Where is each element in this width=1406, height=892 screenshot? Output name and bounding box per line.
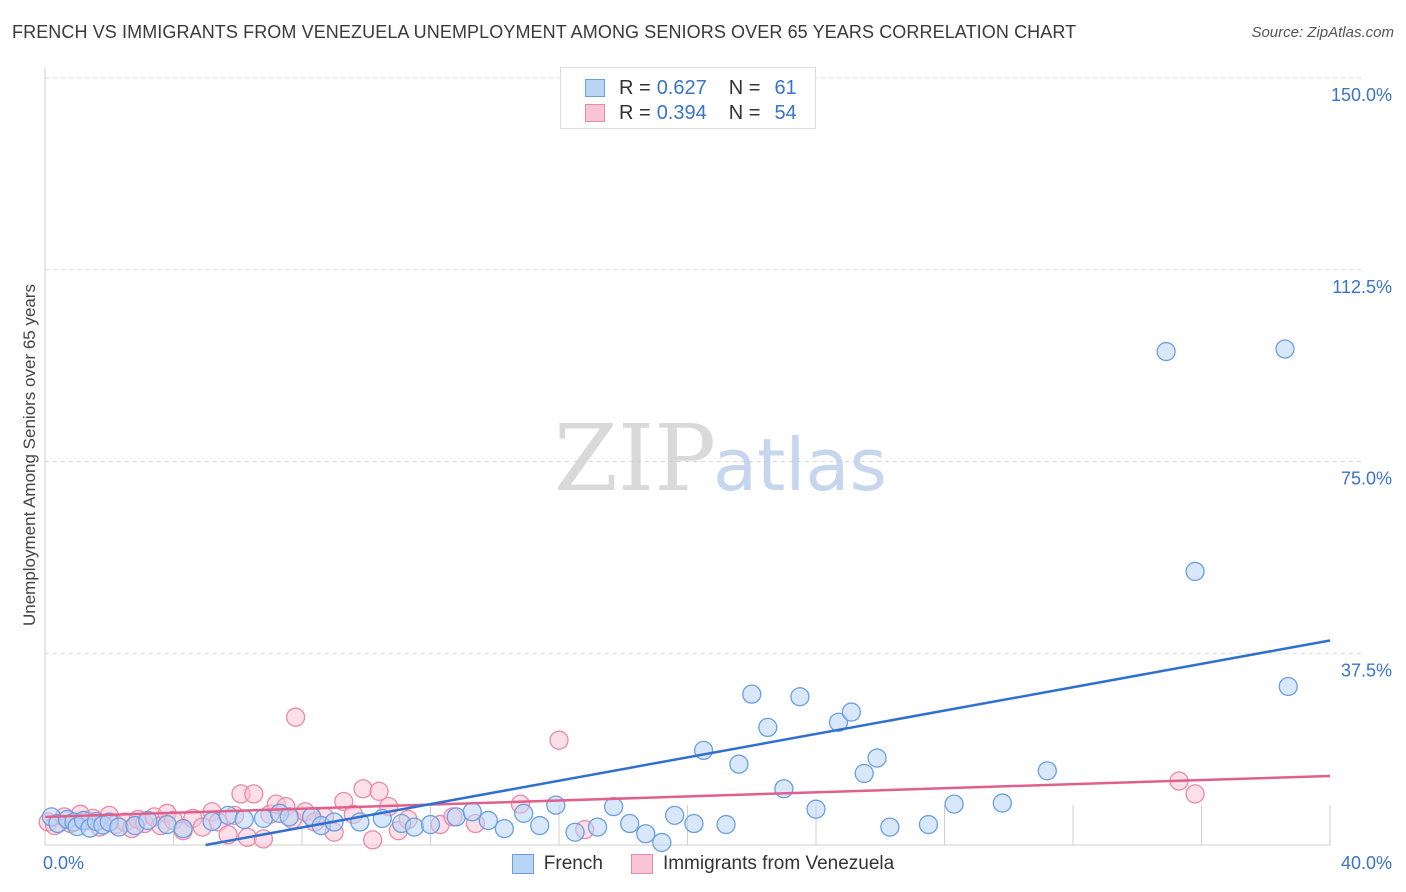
french-point — [854, 763, 874, 784]
trend-lines — [44, 639, 1331, 847]
french-point — [880, 817, 900, 837]
grid-layer — [45, 77, 1365, 654]
french-point — [109, 817, 129, 837]
legend-swatch-french — [511, 854, 534, 874]
french-point — [806, 799, 826, 819]
french-point — [565, 822, 585, 842]
legend-item-venezuela[interactable]: Immigrants from Venezuela — [630, 853, 895, 875]
x-tick-label: 0.0% — [43, 853, 84, 873]
venezuela-point — [353, 779, 373, 799]
french-point — [478, 810, 498, 831]
venezuela-point — [363, 830, 383, 850]
french-point — [234, 809, 254, 830]
venezuela-trend-line — [44, 774, 1331, 819]
french-point — [790, 687, 810, 707]
french-point — [530, 815, 550, 836]
french-point — [202, 811, 222, 832]
french-point — [587, 817, 608, 837]
legend-swatch-venezuela — [630, 854, 653, 874]
legend-swatch-venezuela — [585, 104, 605, 122]
correlation-legend: R = 0.627 N = 61 R = 0.394 N = 54 — [560, 67, 816, 129]
venezuela-point — [1185, 784, 1205, 804]
legend-row-venezuela: R = 0.394 N = 54 — [585, 101, 797, 125]
french-point — [446, 807, 466, 827]
french-point — [494, 818, 515, 839]
french-point — [404, 817, 425, 837]
french-point — [1185, 561, 1205, 582]
french-point — [1037, 761, 1057, 781]
y-axis-label: Unemployment Among Seniors over 65 years — [20, 284, 39, 626]
legend-r-label: R = — [619, 76, 651, 99]
french-point — [665, 805, 685, 825]
french-point — [729, 754, 749, 774]
legend-n-label: N = — [728, 101, 761, 124]
french-point — [173, 818, 193, 839]
legend-row-french: R = 0.627 N = 61 — [585, 76, 797, 100]
french-point — [253, 808, 274, 829]
french-point — [514, 803, 534, 823]
series-french-points — [41, 339, 1298, 853]
chart-title: FRENCH VS IMMIGRANTS FROM VENEZUELA UNEM… — [12, 22, 1077, 42]
y-tick-label: 37.5% — [1341, 660, 1392, 680]
french-point — [620, 813, 640, 834]
french-point — [1275, 339, 1295, 359]
french-point — [841, 702, 861, 722]
source-label: Source: ZipAtlas.com — [1251, 24, 1394, 41]
venezuela-point — [285, 707, 306, 727]
french-point — [652, 832, 672, 853]
french-point — [828, 712, 849, 732]
legend-label-french: French — [543, 853, 603, 874]
y-tick-label: 75.0% — [1341, 469, 1392, 489]
french-point — [774, 779, 794, 799]
legend-n-value: 61 — [774, 76, 797, 99]
legend-r-label: R = — [619, 101, 651, 124]
legend-r-value: 0.627 — [656, 76, 707, 99]
french-point — [157, 814, 177, 835]
tick-labels: 37.5% 75.0% 112.5% 150.0% 0.0% 40.0% — [43, 85, 1392, 873]
french-point — [462, 802, 482, 822]
y-tick-label: 150.0% — [1331, 85, 1392, 105]
venezuela-point — [244, 784, 264, 804]
legend-n-label: N = — [728, 76, 761, 99]
watermark-atlas: atlas — [713, 423, 887, 507]
legend-label-venezuela: Immigrants from Venezuela — [662, 853, 895, 874]
french-point — [758, 717, 778, 738]
x-tick-label: 40.0% — [1341, 853, 1392, 873]
french-point — [918, 814, 939, 835]
y-tick-label: 112.5% — [1332, 277, 1392, 297]
french-point — [546, 795, 566, 815]
french-point — [1278, 676, 1298, 697]
legend-r-value: 0.394 — [656, 101, 707, 124]
venezuela-point — [369, 781, 389, 801]
french-point — [138, 810, 158, 831]
watermark: ZIP atlas — [554, 405, 887, 512]
legend-item-french[interactable]: French — [511, 853, 603, 875]
legend-n-value: 54 — [774, 101, 797, 124]
french-point — [867, 748, 887, 768]
french-point — [636, 824, 656, 844]
french-point — [1156, 341, 1176, 362]
watermark-zip: ZIP — [554, 405, 716, 512]
series-legend: French Immigrants from Venezuela — [0, 852, 1406, 876]
french-point — [684, 813, 704, 834]
legend-swatch-french — [585, 79, 605, 97]
french-point — [742, 684, 762, 704]
french-point — [716, 814, 736, 835]
french-trend-line — [205, 639, 1331, 847]
french-point — [218, 805, 238, 825]
french-point — [944, 794, 964, 814]
french-point — [992, 793, 1012, 813]
venezuela-point — [549, 730, 569, 750]
french-point — [603, 797, 624, 817]
french-point — [420, 814, 441, 835]
french-point — [279, 807, 299, 827]
